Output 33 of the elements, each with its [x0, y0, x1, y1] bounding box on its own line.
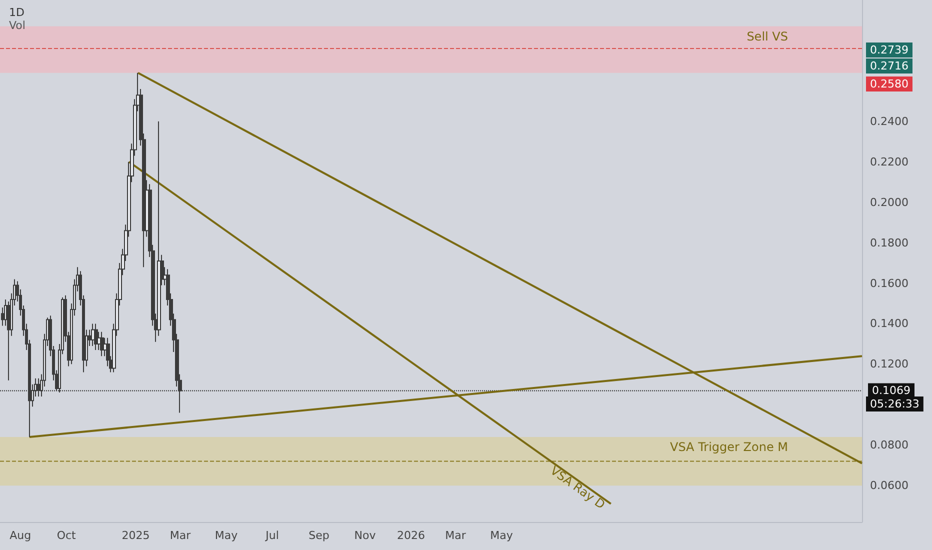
x-tick-label: Jul	[264, 529, 279, 542]
y-tick-label: 0.2000	[870, 196, 908, 209]
text: 05:26:33	[870, 398, 920, 410]
y-tick-label: 0.1200	[870, 358, 908, 371]
y-tick-label: 0.1800	[870, 236, 908, 250]
y-tick-label: 0.1600	[870, 276, 908, 290]
band-label: Sell VS	[746, 29, 788, 44]
x-tick-label: 2025	[122, 529, 150, 542]
text: 0.2739	[870, 44, 908, 56]
text: 0.2716	[870, 60, 908, 72]
x-tick-label: May	[490, 529, 514, 542]
x-tick-label: Nov	[354, 529, 376, 542]
candlestick	[100, 331, 104, 357]
text: Vol	[9, 19, 26, 32]
x-tick-label: Mar	[445, 529, 466, 542]
y-tick-label: 0.0600	[870, 479, 908, 492]
y-tick-label: 0.2400	[870, 114, 908, 128]
text: 0.2580	[870, 78, 908, 90]
y-tick-label: 0.0800	[870, 438, 908, 452]
x-tick-label: 2026	[397, 529, 426, 542]
text: 1D	[9, 6, 24, 19]
band-label: VSA Trigger Zone M	[670, 440, 788, 454]
y-tick-label: 0.1400	[870, 317, 908, 330]
x-tick-label: May	[214, 529, 238, 542]
candlestick	[94, 323, 98, 351]
x-tick-label: Oct	[56, 529, 77, 542]
x-tick-label: Sep	[308, 529, 330, 542]
x-tick-label: Mar	[170, 529, 192, 542]
ref-line-label: 0.1069	[872, 384, 910, 398]
y-tick-label: 0.2200	[870, 155, 908, 168]
candlestick	[37, 378, 40, 398]
x-tick-label: Aug	[10, 529, 32, 542]
candlestick	[91, 323, 95, 346]
